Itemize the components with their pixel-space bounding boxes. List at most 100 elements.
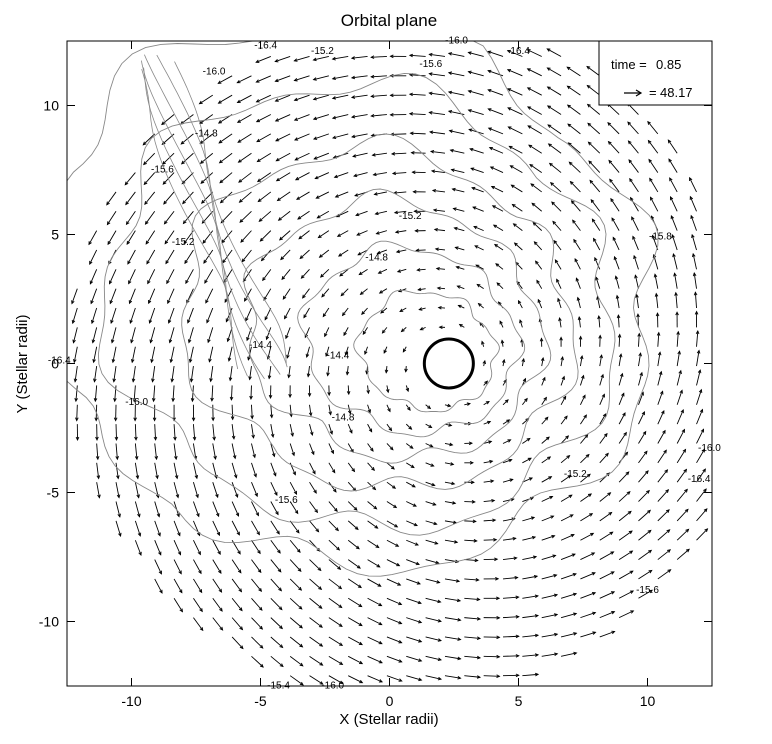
velocity-arrow [521,357,525,367]
velocity-arrow [476,283,484,290]
velocity-arrow [351,133,368,139]
velocity-arrow [289,559,302,572]
contour-label: -14.8 [365,252,388,263]
velocity-arrow [89,269,98,285]
velocity-arrow [676,468,688,483]
velocity-arrow [328,481,337,493]
contour-label: -15.8 [649,232,672,243]
legend-time-value: 0.85 [656,57,681,72]
velocity-arrow [541,515,555,522]
velocity-arrow [406,675,423,682]
velocity-arrow [464,480,475,485]
velocity-arrow [483,674,501,678]
velocity-arrow [189,366,194,383]
velocity-arrow [541,593,559,599]
contour-label: -16.0 [125,397,148,408]
velocity-arrow [487,50,504,57]
velocity-arrow [270,655,284,668]
velocity-arrow [599,432,608,444]
velocity-vector-field [71,48,709,686]
velocity-arrow [657,549,672,560]
legend-arrow-value: 48.17 [660,85,693,100]
velocity-arrow [483,615,501,620]
velocity-arrow [231,424,236,440]
velocity-arrow [257,191,272,203]
velocity-arrow [193,540,201,556]
velocity-arrow [457,304,465,309]
velocity-arrow [400,327,407,333]
velocity-arrow [386,559,401,567]
velocity-arrow [126,230,136,245]
velocity-arrow [154,559,162,575]
velocity-arrow [309,501,319,514]
velocity-arrow [237,152,252,163]
velocity-arrow [522,457,532,464]
velocity-arrow [134,520,142,537]
velocity-arrow [501,358,506,367]
velocity-arrow [404,366,408,373]
velocity-arrow [270,462,277,477]
velocity-arrow [637,332,641,347]
velocity-arrow [316,210,330,219]
velocity-arrow [358,268,368,276]
velocity-arrow [579,374,585,386]
velocity-arrow [312,75,329,81]
velocity-arrow [173,482,180,499]
velocity-arrow [381,327,388,334]
velocity-arrow [657,351,662,367]
velocity-arrow [425,443,434,448]
velocity-arrow [464,655,482,660]
velocity-arrow [289,636,304,648]
velocity-arrow [309,617,323,628]
velocity-arrow [599,531,614,541]
velocity-arrow [636,313,640,328]
velocity-arrow [134,443,139,461]
velocity-arrow [418,307,426,311]
velocity-arrow [586,65,601,77]
velocity-arrow [331,56,349,61]
velocity-arrow [115,501,121,518]
velocity-arrow [590,198,601,212]
velocity-arrow [611,217,620,231]
velocity-arrow [251,578,263,593]
velocity-arrow [579,355,584,367]
velocity-arrow [312,94,329,101]
velocity-arrow [507,126,523,135]
velocity-arrow [541,613,559,619]
legend-box: time = 0.85 = 48.17 [598,40,713,106]
velocity-arrow [380,307,388,314]
velocity-arrow [522,397,528,406]
velocity-arrow [93,366,98,383]
velocity-arrow [560,455,571,464]
velocity-arrow [444,578,461,583]
velocity-arrow [618,590,635,599]
velocity-arrow [402,346,407,353]
velocity-arrow [251,424,255,439]
velocity-arrow [408,112,426,116]
velocity-arrow [618,353,623,367]
velocity-arrow [334,191,349,198]
velocity-arrow [331,75,349,81]
velocity-arrow [444,636,462,641]
velocity-arrow [251,655,264,668]
velocity-arrow [134,501,141,518]
velocity-arrow [406,481,416,488]
velocity-arrow [576,296,581,309]
velocity-arrow [309,636,324,647]
velocity-arrow [143,152,156,166]
velocity-arrow [255,75,271,83]
velocity-arrow [386,443,394,451]
velocity-arrow [107,230,117,246]
contour-line [174,61,287,364]
velocity-arrow [164,230,175,245]
velocity-arrow [522,516,536,522]
contour-label: -16.4 [688,474,711,485]
velocity-arrow [541,476,553,483]
velocity-arrow [406,520,418,527]
velocity-arrow [522,594,539,599]
velocity-arrow [362,327,368,336]
velocity-arrow [431,188,446,193]
velocity-arrow [464,636,482,640]
velocity-arrow [437,305,446,310]
velocity-arrow [309,462,316,475]
